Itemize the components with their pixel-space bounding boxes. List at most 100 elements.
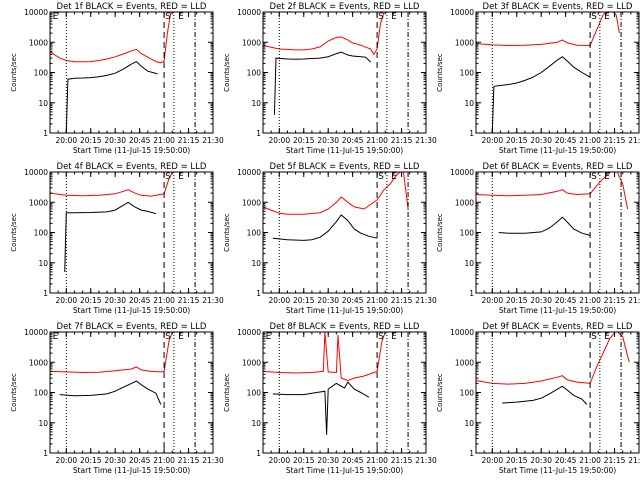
- y-tick-label: 10000: [237, 168, 261, 177]
- y-axis-label: Counts/sec: [10, 213, 18, 252]
- y-tick-label: 10: [464, 419, 474, 428]
- event-marker-label: S: [591, 172, 597, 182]
- y-tick-label: 10000: [24, 168, 48, 177]
- y-axis-label: Counts/sec: [10, 373, 18, 412]
- series-group: [263, 332, 386, 435]
- events-series-line: [502, 385, 588, 405]
- x-tick-label: 20:45: [342, 296, 364, 305]
- y-tick-label: 10: [251, 259, 261, 268]
- y-tick-label: 1000: [29, 358, 48, 367]
- x-tick-label: 21:00: [579, 296, 601, 305]
- y-tick-label: 1: [43, 289, 48, 298]
- x-axis-label: Start Time (11-Jul-15 19:50:00): [499, 306, 616, 315]
- y-tick-label: 10: [38, 99, 48, 108]
- series-group: [263, 12, 385, 115]
- panel-title: Det 2f BLACK = Events, RED = LLD: [270, 2, 420, 12]
- y-tick-label: 10: [251, 99, 261, 108]
- x-tick-label: 20:45: [129, 456, 151, 465]
- panel-title: Det 5f BLACK = Events, RED = LLD: [270, 162, 420, 172]
- y-tick-label: 1: [256, 129, 261, 138]
- x-tick-label: 21:15: [604, 136, 626, 145]
- event-marker-label: E: [178, 12, 184, 22]
- x-axis-label: Start Time (11-Jul-15 19:50:00): [499, 466, 616, 475]
- y-tick-label: 100: [460, 389, 475, 398]
- event-marker-label: E: [391, 172, 397, 182]
- y-axis-label: Counts/sec: [223, 53, 231, 92]
- x-tick-label: 21:15: [391, 456, 413, 465]
- y-axis-label: Counts/sec: [436, 53, 444, 92]
- x-tick-label: 20:45: [342, 136, 364, 145]
- event-marker-label: S: [165, 332, 171, 342]
- events-series-line: [498, 216, 591, 236]
- event-marker-label: S: [591, 12, 597, 22]
- x-tick-label: 20:30: [530, 136, 552, 145]
- y-tick-label: 10000: [450, 8, 474, 17]
- x-tick-label: 20:00: [268, 456, 290, 465]
- x-tick-label: 21:30: [415, 136, 437, 145]
- x-tick-label: 20:15: [80, 296, 102, 305]
- y-tick-label: 10000: [24, 328, 48, 337]
- panel-title: Det 8f BLACK = Events, RED = LLD: [270, 322, 420, 332]
- y-tick-label: 1: [469, 449, 474, 458]
- x-tick-label: 21:30: [202, 456, 224, 465]
- series-group: [476, 172, 629, 236]
- series-group: [263, 172, 409, 241]
- x-tick-label: 21:00: [153, 296, 175, 305]
- lld-series-line: [50, 332, 173, 374]
- y-tick-label: 10000: [450, 328, 474, 337]
- event-marker-label: E: [53, 12, 59, 22]
- events-series-line: [65, 60, 158, 133]
- x-tick-label: 20:15: [80, 456, 102, 465]
- x-tick-label: 20:00: [481, 136, 503, 145]
- y-tick-label: 100: [34, 69, 49, 78]
- x-tick-label: 20:00: [55, 456, 77, 465]
- series-group: [476, 332, 630, 405]
- events-series-line: [272, 214, 378, 241]
- y-tick-label: 1000: [455, 38, 474, 47]
- event-marker-label: E: [53, 332, 59, 342]
- y-tick-label: 1: [43, 129, 48, 138]
- plot-frame: [49, 171, 214, 294]
- x-tick-label: 21:30: [415, 296, 437, 305]
- x-tick-label: 20:30: [317, 136, 339, 145]
- y-tick-label: 1000: [242, 198, 261, 207]
- x-axis-label: Start Time (11-Jul-15 19:50:00): [286, 466, 403, 475]
- events-series-line: [59, 380, 162, 405]
- event-marker-label: S: [165, 172, 171, 182]
- x-tick-label: 20:45: [555, 296, 577, 305]
- event-marker-label: E: [178, 332, 184, 342]
- lld-series-line: [50, 172, 174, 197]
- x-tick-label: 20:45: [129, 136, 151, 145]
- x-tick-label: 21:00: [153, 456, 175, 465]
- event-marker-label: E: [266, 332, 272, 342]
- event-marker-label: S: [378, 332, 384, 342]
- y-axis-label: Counts/sec: [223, 373, 231, 412]
- y-tick-label: 100: [34, 229, 49, 238]
- plot-frame: [49, 331, 214, 454]
- events-series-line: [64, 201, 157, 272]
- plot-frame: [49, 11, 214, 134]
- y-tick-label: 1: [256, 449, 261, 458]
- y-tick-label: 100: [34, 389, 49, 398]
- lld-series-line: [50, 12, 172, 64]
- plot-frame: [475, 11, 640, 134]
- plot-frame: [262, 11, 427, 134]
- x-tick-label: 21:30: [628, 136, 640, 145]
- panel-title: Det 9f BLACK = Events, RED = LLD: [483, 322, 633, 332]
- y-tick-label: 100: [247, 69, 262, 78]
- x-tick-label: 20:15: [293, 136, 315, 145]
- x-tick-label: 21:30: [628, 456, 640, 465]
- x-tick-label: 20:00: [268, 296, 290, 305]
- x-tick-label: 20:45: [342, 456, 364, 465]
- y-axis-label: Counts/sec: [223, 213, 231, 252]
- x-tick-label: 21:15: [178, 296, 200, 305]
- x-tick-label: 20:00: [481, 296, 503, 305]
- series-group: [50, 12, 172, 133]
- x-tick-label: 21:15: [604, 456, 626, 465]
- y-tick-label: 1000: [29, 38, 48, 47]
- event-marker-label: E: [391, 12, 397, 22]
